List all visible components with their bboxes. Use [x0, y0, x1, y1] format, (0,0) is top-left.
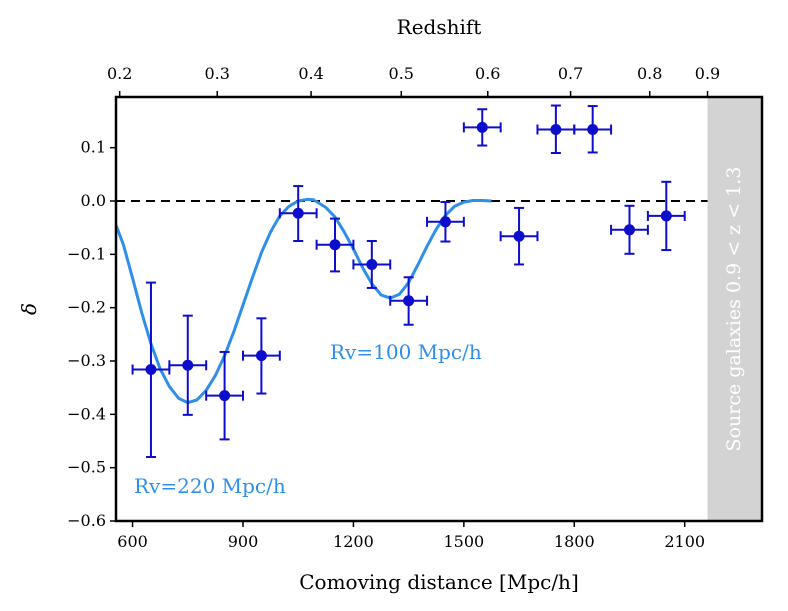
data-point-marker — [329, 239, 341, 251]
y-tick-label: 0.1 — [81, 138, 106, 157]
x-tick-label: 600 — [117, 532, 148, 551]
data-point — [462, 108, 502, 147]
data-point-marker — [623, 224, 635, 236]
data-point-marker — [182, 359, 194, 371]
top-tick-label: 0.6 — [475, 64, 500, 83]
data-point — [610, 204, 649, 255]
data-point-marker — [439, 216, 451, 228]
data-point-marker — [145, 364, 157, 376]
data-point — [536, 104, 576, 154]
data-point-marker — [587, 124, 599, 136]
x-tick-label: 1500 — [443, 532, 484, 551]
shaded-region: Source galaxies 0.9 < z < 1.3 — [707, 97, 762, 521]
model-curves — [114, 197, 492, 405]
top-tick-label: 0.4 — [298, 64, 323, 83]
data-point — [389, 276, 429, 326]
data-point — [131, 281, 171, 458]
x-axis-title: Comoving distance [Mpc/h] — [299, 570, 579, 594]
data-point — [426, 201, 465, 243]
x-tick-label: 900 — [228, 532, 259, 551]
shaded-region-rect — [707, 97, 762, 521]
top-axis-title: Redshift — [397, 15, 482, 39]
data-point-marker — [403, 295, 415, 307]
y-tick-label: −0.5 — [67, 458, 106, 477]
y-tick-label: −0.2 — [67, 298, 106, 317]
y-tick-label: −0.1 — [67, 244, 106, 263]
data-point-marker — [219, 390, 231, 402]
top-tick-label: 0.9 — [695, 64, 720, 83]
shaded-region-label: Source galaxies 0.9 < z < 1.3 — [723, 167, 745, 452]
data-point-marker — [292, 207, 304, 219]
y-axis-title: δ — [17, 303, 41, 315]
top-tick-label: 0.8 — [637, 64, 662, 83]
model-curve-rv-220 — [114, 197, 315, 405]
y-tick-label: −0.4 — [67, 404, 106, 423]
x-tick-label: 1200 — [333, 532, 374, 551]
x-tick-label: 1800 — [554, 532, 595, 551]
data-point-marker — [660, 210, 672, 222]
y-tick-label: −0.3 — [67, 351, 106, 370]
top-tick-label: 0.5 — [389, 64, 414, 83]
annotation-rv-100: Rv=100 Mpc/h — [330, 340, 482, 364]
annotation-rv-220: Rv=220 Mpc/h — [134, 474, 286, 498]
data-point — [205, 350, 244, 441]
data-point-marker — [476, 121, 488, 133]
plot-frame — [114, 95, 764, 523]
model-curve-rv-100 — [314, 199, 492, 300]
data-point — [315, 217, 355, 273]
data-points — [131, 104, 686, 458]
top-tick-label: 0.2 — [107, 64, 132, 83]
top-tick-label: 0.7 — [558, 64, 583, 83]
x-axis-ticks: 600 900 1200 1500 1800 2100 — [117, 521, 705, 551]
data-point-marker — [550, 124, 562, 136]
data-point — [241, 317, 281, 395]
top-axis-ticks: 0.2 0.3 0.4 0.5 0.6 0.7 0.8 0.9 — [107, 64, 720, 97]
data-point-marker — [366, 258, 378, 270]
data-point — [646, 180, 686, 252]
data-point — [573, 105, 613, 154]
x-tick-label: 2100 — [664, 532, 705, 551]
y-tick-label: 0.0 — [81, 191, 106, 210]
data-point — [168, 314, 208, 416]
data-point — [352, 240, 392, 289]
top-tick-label: 0.3 — [204, 64, 229, 83]
data-point-marker — [513, 230, 525, 242]
data-point — [278, 185, 318, 242]
data-point — [499, 206, 539, 266]
y-axis-ticks: 0.1 0.0 −0.1 −0.2 −0.3 −0.4 −0.5 −0.6 — [67, 138, 116, 530]
data-point-marker — [255, 350, 267, 362]
y-tick-label: −0.6 — [67, 511, 106, 530]
